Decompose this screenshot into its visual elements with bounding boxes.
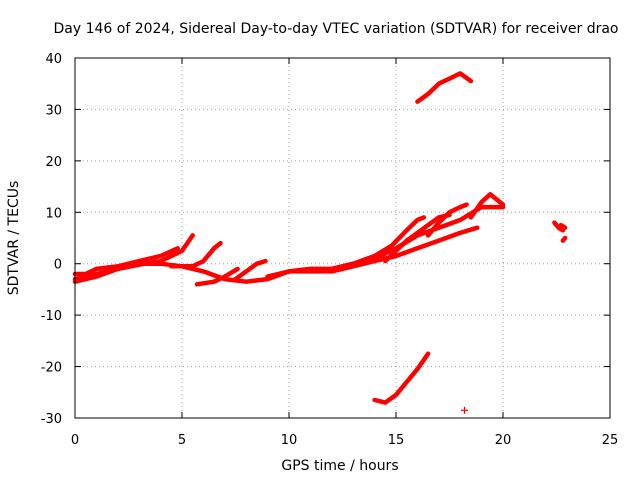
y-tick-label: 40 xyxy=(45,52,62,67)
y-axis-label: SDTVAR / TECUs xyxy=(6,181,22,296)
series-track-14 xyxy=(552,220,568,233)
y-tick-label: -20 xyxy=(41,361,62,376)
x-tick-labels: 0 5 10 15 20 25 xyxy=(71,433,618,448)
data-series xyxy=(72,71,568,414)
x-tick-label: 0 xyxy=(71,433,79,448)
x-tick-label: 25 xyxy=(602,433,619,448)
y-tick-label: 20 xyxy=(45,155,62,170)
series-track-6 xyxy=(233,258,268,282)
axis-ticks xyxy=(74,57,611,419)
chart-title: Day 146 of 2024, Sidereal Day-to-day VTE… xyxy=(53,21,618,37)
y-tick-labels: -30 -20 -10 0 10 20 30 40 xyxy=(41,52,62,427)
series-track-15 xyxy=(560,235,568,243)
series-track-11 xyxy=(468,192,506,220)
series-track-2 xyxy=(72,246,180,277)
y-tick-label: 10 xyxy=(45,206,62,221)
series-track-7 xyxy=(265,225,480,279)
x-axis-label: GPS time / hours xyxy=(281,458,398,474)
x-tick-label: 10 xyxy=(281,433,298,448)
plot-frame xyxy=(74,57,611,419)
x-tick-label: 15 xyxy=(388,433,405,448)
y-tick-label: -10 xyxy=(41,309,62,324)
series-track-4 xyxy=(169,240,223,269)
series-track-9 xyxy=(383,212,452,264)
series-track-8 xyxy=(329,215,427,272)
y-tick-label: 30 xyxy=(45,103,62,118)
y-tick-label: -30 xyxy=(41,412,62,427)
x-tick-label: 20 xyxy=(495,433,512,448)
y-tick-label: 0 xyxy=(54,258,62,273)
series-track-13 xyxy=(372,351,431,405)
grid-lines xyxy=(75,58,610,418)
series-track-5 xyxy=(194,266,240,287)
series-track-3 xyxy=(72,233,195,284)
series-track-12 xyxy=(415,71,474,104)
data-point xyxy=(460,406,468,414)
series-track-10 xyxy=(425,202,469,238)
x-tick-label: 5 xyxy=(178,433,186,448)
